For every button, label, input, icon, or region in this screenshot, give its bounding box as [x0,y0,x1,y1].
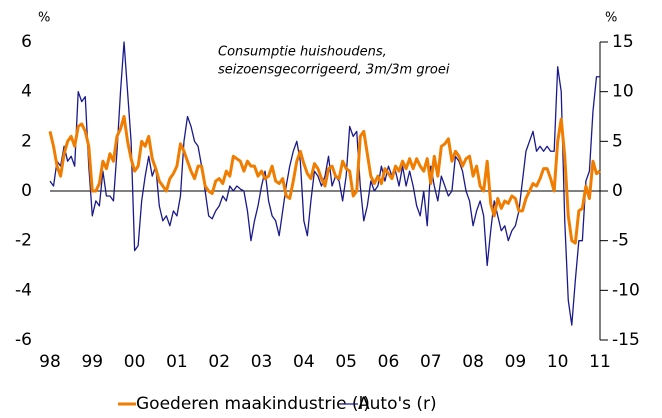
y-tick-label: -2 [15,231,32,251]
x-tick-label: 98 [39,352,61,372]
x-tick-label: 08 [462,352,484,372]
annotation: seizoensgecorrigeerd, 3m/3m groei [218,63,450,78]
y-tick-label: 0 [21,181,32,201]
x-tick-label: 99 [81,352,103,372]
x-tick-label: 02 [208,352,230,372]
y-axis-label: % [38,11,50,26]
y2-tick-label: -5 [612,231,629,251]
y2-tick-label: 15 [612,32,634,52]
y2-tick-label: -10 [612,280,640,300]
y-tick-label: 2 [21,131,32,151]
y-tick-label: -6 [15,330,32,350]
y2-axis-label: % [605,11,617,26]
x-tick-label: 05 [335,352,357,372]
legend-label: Goederen maakindustrie (l) [136,394,370,414]
x-tick-label: 11 [589,352,611,372]
y-tick-label: -4 [15,280,32,300]
legend-label: Auto's (r) [358,394,437,414]
x-tick-label: 03 [251,352,273,372]
x-tick-label: 09 [505,352,527,372]
series-line [49,41,600,326]
x-tick-label: 06 [378,352,400,372]
y2-tick-label: -15 [612,330,640,350]
y-tick-label: 6 [21,32,32,52]
annotation: Consumptie huishoudens, [218,45,387,60]
series-line [48,115,601,245]
y2-tick-label: 0 [612,181,623,201]
x-tick-label: 07 [420,352,442,372]
x-tick-label: 00 [124,352,146,372]
y-tick-label: 4 [21,82,32,102]
y2-tick-label: 10 [612,82,634,102]
x-tick-label: 01 [166,352,188,372]
y2-tick-label: 5 [612,131,623,151]
x-tick-label: 10 [547,352,569,372]
x-tick-label: 04 [293,352,315,372]
